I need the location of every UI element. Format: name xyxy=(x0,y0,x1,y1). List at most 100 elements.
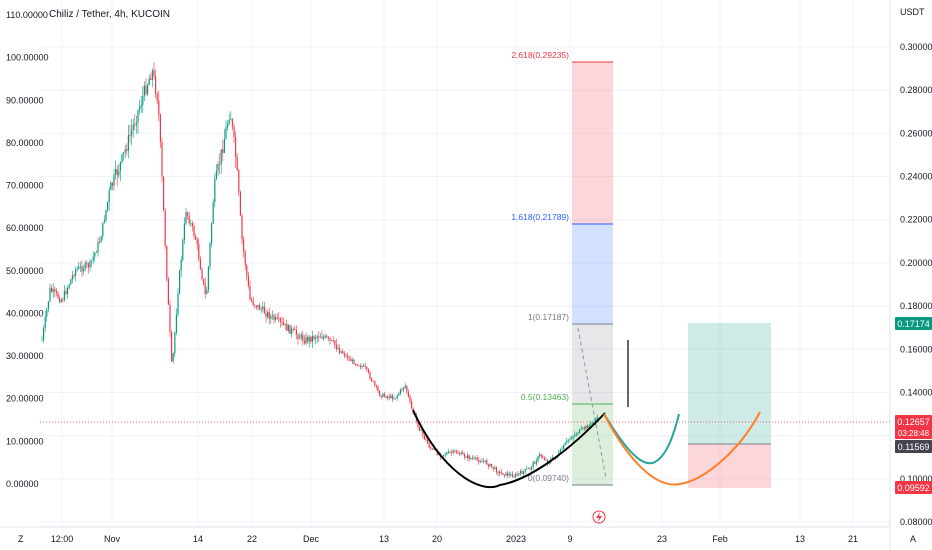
candle-body xyxy=(275,317,277,320)
left-tick-label: 110.00000 xyxy=(6,10,48,20)
candle-body xyxy=(145,85,147,95)
candle-body xyxy=(390,395,392,398)
candle-body xyxy=(239,192,241,216)
candle-body xyxy=(454,450,456,452)
candle-body xyxy=(574,434,576,437)
candle-body xyxy=(174,332,176,354)
candle-body xyxy=(158,100,160,115)
left-tick-label: 90.00000 xyxy=(6,95,44,105)
candle-body xyxy=(433,448,435,450)
candle-body xyxy=(369,372,371,379)
candle-body xyxy=(363,365,365,367)
position-stop-zone xyxy=(688,444,771,488)
fib-label-1618: 1.618(0.21789) xyxy=(511,212,569,222)
candle-body xyxy=(287,325,289,331)
candle-body xyxy=(55,290,57,293)
candle-body xyxy=(380,395,382,398)
candle-body xyxy=(564,442,566,446)
candle-body xyxy=(153,70,155,77)
fib-zone-05 xyxy=(572,404,613,485)
candle-body xyxy=(591,422,593,424)
right-tick-label: 0.20000 xyxy=(900,258,932,268)
candle-body xyxy=(241,215,243,240)
x-tick-label: 12:00 xyxy=(51,534,74,544)
event-lightning-icon[interactable] xyxy=(592,510,606,524)
candle-body xyxy=(395,398,397,400)
position-target-zone xyxy=(688,323,771,444)
candle-body xyxy=(571,438,573,440)
candle-body xyxy=(243,239,245,252)
candle-body xyxy=(335,344,337,350)
candle-body xyxy=(355,364,357,365)
candle-body xyxy=(388,396,390,398)
drawings[interactable] xyxy=(412,340,761,489)
candle-body xyxy=(495,467,497,473)
candle-body xyxy=(459,453,461,455)
candle-body xyxy=(350,358,352,362)
candle-body xyxy=(291,328,293,334)
price-tag-current-text: 0.12657 xyxy=(897,417,930,427)
candle-body xyxy=(463,454,465,457)
candle-body xyxy=(156,93,158,101)
auto-scale-mark[interactable]: A xyxy=(910,534,916,544)
candle-body xyxy=(476,457,478,460)
candle-body xyxy=(374,381,376,386)
candle-body xyxy=(121,154,123,163)
candle-body xyxy=(276,317,278,319)
candle-body xyxy=(372,380,374,382)
candle-body xyxy=(147,85,149,95)
candle-body xyxy=(129,134,131,136)
x-tick-label: Feb xyxy=(712,534,728,544)
candle-body xyxy=(403,387,405,390)
candle-body xyxy=(70,279,72,285)
candle-body xyxy=(331,340,333,341)
candle-body xyxy=(201,269,203,280)
candle-body xyxy=(59,298,61,302)
candle-body xyxy=(46,309,48,317)
candle-body xyxy=(529,468,531,469)
candle-body xyxy=(500,471,502,473)
left-tick-label: 60.00000 xyxy=(6,223,44,233)
candle-body xyxy=(313,336,315,340)
right-axis: 0.30000 0.28000 0.26000 0.24000 0.22000 0.200… xyxy=(900,42,932,527)
right-tick-label: 0.24000 xyxy=(900,172,932,182)
candle-body xyxy=(225,127,227,139)
fib-label-2618: 2.618(0.29235) xyxy=(511,50,569,60)
candle-body xyxy=(305,337,307,344)
candle-body xyxy=(143,85,145,96)
x-tick-label: 9 xyxy=(567,534,572,544)
candle-body xyxy=(343,353,345,356)
candle-body xyxy=(563,445,565,450)
right-tick-label: 0.22000 xyxy=(900,215,932,225)
candle-body xyxy=(452,450,454,453)
candle-body xyxy=(140,104,142,107)
candle-body xyxy=(423,434,425,439)
candle-body xyxy=(308,336,310,342)
candle-body xyxy=(342,351,344,354)
candle-body xyxy=(478,459,480,463)
candle-body xyxy=(132,124,134,130)
candle-body xyxy=(203,279,205,284)
candle-body xyxy=(263,306,265,314)
candle-body xyxy=(167,279,169,305)
candle-body xyxy=(84,262,86,270)
left-tick-label: 30.00000 xyxy=(6,351,44,361)
candle-body xyxy=(588,425,590,429)
chart-title: Chiliz / Tether, 4h, KUCOIN xyxy=(49,9,170,20)
candle-body xyxy=(159,114,161,143)
candle-body xyxy=(337,348,339,350)
candle-body xyxy=(119,162,121,172)
candle-body xyxy=(359,365,361,367)
candle-body xyxy=(199,258,201,270)
timezone-mark[interactable]: Z xyxy=(18,534,24,544)
candle-body xyxy=(561,449,563,450)
long-position-tool[interactable] xyxy=(688,323,771,488)
candle-body xyxy=(108,190,110,202)
candle-body xyxy=(387,396,389,398)
candle-body xyxy=(206,289,208,294)
candle-body xyxy=(406,385,408,392)
candle-body xyxy=(73,275,75,277)
candle-body xyxy=(407,391,409,397)
candle-body xyxy=(460,452,462,455)
